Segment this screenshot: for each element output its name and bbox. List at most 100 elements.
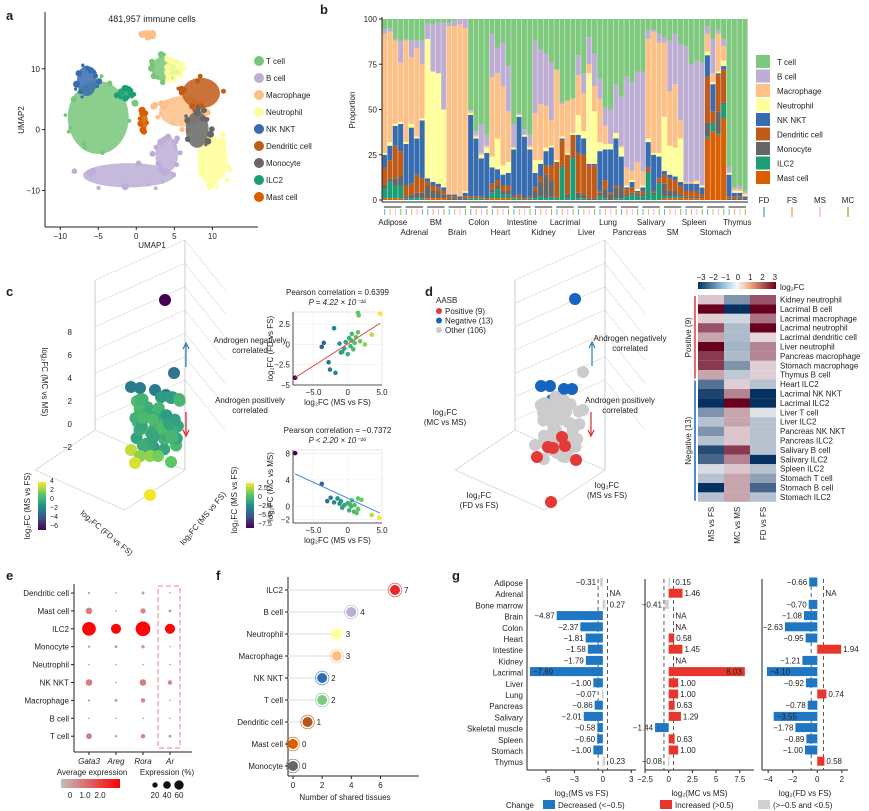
change-x-tick-label: 2.5 xyxy=(687,775,699,784)
lollipop-category-label: B cell xyxy=(263,608,283,617)
bar-segment xyxy=(398,122,404,124)
umap-point xyxy=(73,80,81,88)
change-value-label: −4.87 xyxy=(534,612,555,621)
y-tick-label: 8 xyxy=(286,449,291,458)
change-value-label: −0.70 xyxy=(786,600,807,609)
bar-segment xyxy=(597,190,603,193)
umap-point xyxy=(70,96,78,103)
change-value-label: −0.60 xyxy=(575,735,596,744)
change-value-label: 0.63 xyxy=(677,735,693,744)
change-bar xyxy=(593,745,603,755)
proportion-legend-swatch xyxy=(756,84,770,97)
bar-segment xyxy=(408,19,414,41)
stacked-bar xyxy=(527,19,533,200)
dotplot-dot xyxy=(110,623,122,634)
bar-segment xyxy=(683,46,689,182)
stacked-bar xyxy=(489,19,495,200)
heatmap-cell xyxy=(698,304,724,314)
change-bar xyxy=(668,700,675,710)
change-value-label: −1.08 xyxy=(782,612,803,621)
scatter3d-d-point xyxy=(536,405,549,418)
bar-segment xyxy=(489,192,495,199)
scatter3d-c-point xyxy=(125,444,137,456)
bar-segment xyxy=(516,194,522,199)
heatmap-cell xyxy=(724,398,750,408)
bar-segment xyxy=(726,174,732,197)
umap-point xyxy=(107,80,113,86)
tissue-label: Heart xyxy=(491,228,511,237)
z-tick-label: −2 xyxy=(63,443,73,452)
umap-point xyxy=(140,128,144,132)
umap-x-label: UMAP1 xyxy=(138,241,166,250)
tissue-label: Thymus xyxy=(723,218,751,227)
annotation-negative: Androgen negatively xyxy=(594,334,667,343)
bar-segment xyxy=(430,190,436,199)
colorbar-tick-label: 2 xyxy=(50,487,54,494)
scatter3d-d-point xyxy=(529,439,541,451)
bar-segment xyxy=(538,181,544,197)
bar-segment xyxy=(710,123,716,132)
scatter3d-d-point xyxy=(562,416,575,429)
bar-segment xyxy=(602,125,608,144)
umap-point xyxy=(84,65,90,71)
umap-cluster-nk-nkt xyxy=(73,63,103,99)
bar-segment xyxy=(640,71,646,172)
bar-segment xyxy=(661,42,667,117)
annotation-negative-cont: correlated xyxy=(232,346,268,355)
umap-point xyxy=(226,164,231,169)
umap-point xyxy=(77,89,83,95)
bar-segment xyxy=(559,102,565,105)
dotplot-dot xyxy=(87,645,91,648)
heatmap-cell xyxy=(750,342,776,352)
bar-segment xyxy=(570,156,576,159)
bar-segment xyxy=(656,19,662,34)
proportion-y-tick-label: 0 xyxy=(373,196,378,205)
bar-segment xyxy=(484,134,490,146)
bar-segment xyxy=(591,85,597,112)
heatmap-cell xyxy=(750,483,776,493)
scatter3d-c-point xyxy=(159,294,171,306)
scatter3d-d-point xyxy=(550,411,563,424)
stacked-bar xyxy=(403,19,409,200)
bar-segment xyxy=(570,98,576,134)
x-axis-label: log₂FC (MS vs FS) xyxy=(304,536,371,545)
tissue-category-label: Bone marrow xyxy=(475,601,523,610)
scatter3d-c-point xyxy=(146,427,159,440)
bar-segment xyxy=(688,19,694,65)
bar-segment xyxy=(414,198,420,200)
change-value-label: 8.03 xyxy=(726,668,742,677)
change-value-label: NA xyxy=(610,589,622,598)
bar-segment xyxy=(451,194,457,197)
grid-line xyxy=(94,356,186,397)
scatter3d-c-point xyxy=(165,456,177,468)
lollipop-x-tick-label: 6 xyxy=(378,781,383,790)
proportion-legend-swatch xyxy=(756,113,770,126)
bar-segment xyxy=(408,127,414,184)
aasb-legend-dot xyxy=(436,327,442,333)
change-value-label: −0.07 xyxy=(576,690,597,699)
x-tick-label: −5.0 xyxy=(306,388,322,397)
x-tick-label: 0 xyxy=(346,526,351,535)
umap-x-tick-label: 10 xyxy=(208,232,217,241)
bar-segment xyxy=(699,187,705,195)
heatmap-cell xyxy=(750,379,776,389)
lollipop-ring xyxy=(344,604,359,620)
heatmap-cell xyxy=(698,483,724,493)
bar-segment xyxy=(591,111,597,164)
bar-segment xyxy=(656,33,662,43)
lollipop-x-tick-label: 2 xyxy=(320,781,325,790)
x-tick-label: 5.0 xyxy=(376,526,388,535)
bar-segment xyxy=(387,31,393,143)
scatter-point xyxy=(327,367,333,372)
change-bar xyxy=(795,723,818,733)
bar-segment xyxy=(500,19,506,43)
bar-segment xyxy=(634,192,640,195)
scatter-point xyxy=(376,515,382,520)
bar-segment xyxy=(613,187,619,199)
umap-point xyxy=(184,117,191,124)
bar-segment xyxy=(704,51,710,56)
bar-segment xyxy=(505,194,511,199)
lollipop-category-label: Monocyte xyxy=(248,762,283,771)
bar-segment xyxy=(441,194,447,199)
y-axis-label-3d: log₂FC xyxy=(595,481,620,490)
